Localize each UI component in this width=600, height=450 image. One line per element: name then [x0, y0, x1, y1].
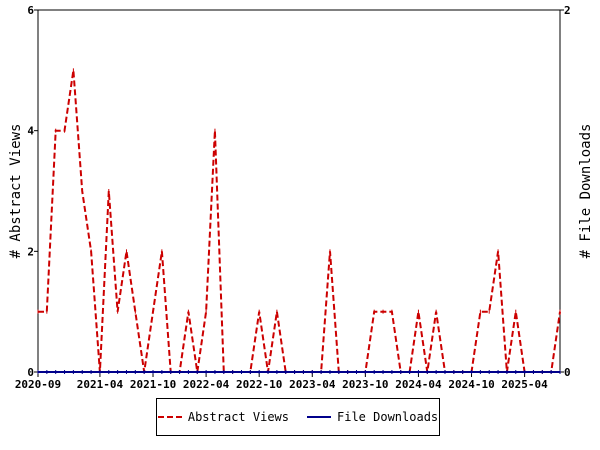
y-left-tick-label: 2 [27, 245, 34, 258]
legend-item-downloads: File Downloads [307, 410, 438, 424]
y-left-axis-title: # Abstract Views [8, 124, 24, 259]
ticks-layer: 0 2 4 6 0 2 2020-09 2021-04 2021-10 2022-04 2022-1… [15, 4, 571, 391]
x-tick-label: 2024-10 [448, 378, 494, 391]
x-tick-label: 2023-04 [289, 378, 336, 391]
x-tick-label: 2021-04 [77, 378, 124, 391]
y-left-tick-label: 0 [27, 366, 34, 379]
y-left-tick-label: 6 [27, 4, 34, 17]
legend-swatch-downloads [307, 416, 331, 418]
legend-item-views: Abstract Views [157, 410, 289, 424]
x-tick-label: 2022-04 [183, 378, 230, 391]
legend-label-downloads: File Downloads [337, 410, 439, 424]
x-tick-label: 2021-10 [130, 378, 176, 391]
legend-swatch-views [157, 416, 182, 418]
legend-label-views: Abstract Views [187, 410, 289, 424]
y-right-tick-label: 2 [564, 4, 571, 17]
series-line-abstract-views [38, 70, 561, 373]
x-tick-label: 2020-09 [15, 378, 61, 391]
y-right-tick-label: 0 [564, 366, 571, 379]
plot-frame [37, 9, 561, 373]
x-tick-label: 2025-04 [501, 378, 548, 391]
series-layer [37, 68, 561, 374]
x-tick-label: 2023-10 [342, 378, 388, 391]
y-left-tick-label: 4 [27, 125, 34, 138]
x-tick-label: 2024-04 [395, 378, 442, 391]
legend: Abstract Views File Downloads [156, 398, 440, 436]
y-right-axis-title: # File Downloads [578, 124, 594, 259]
x-tick-label: 2022-10 [236, 378, 282, 391]
